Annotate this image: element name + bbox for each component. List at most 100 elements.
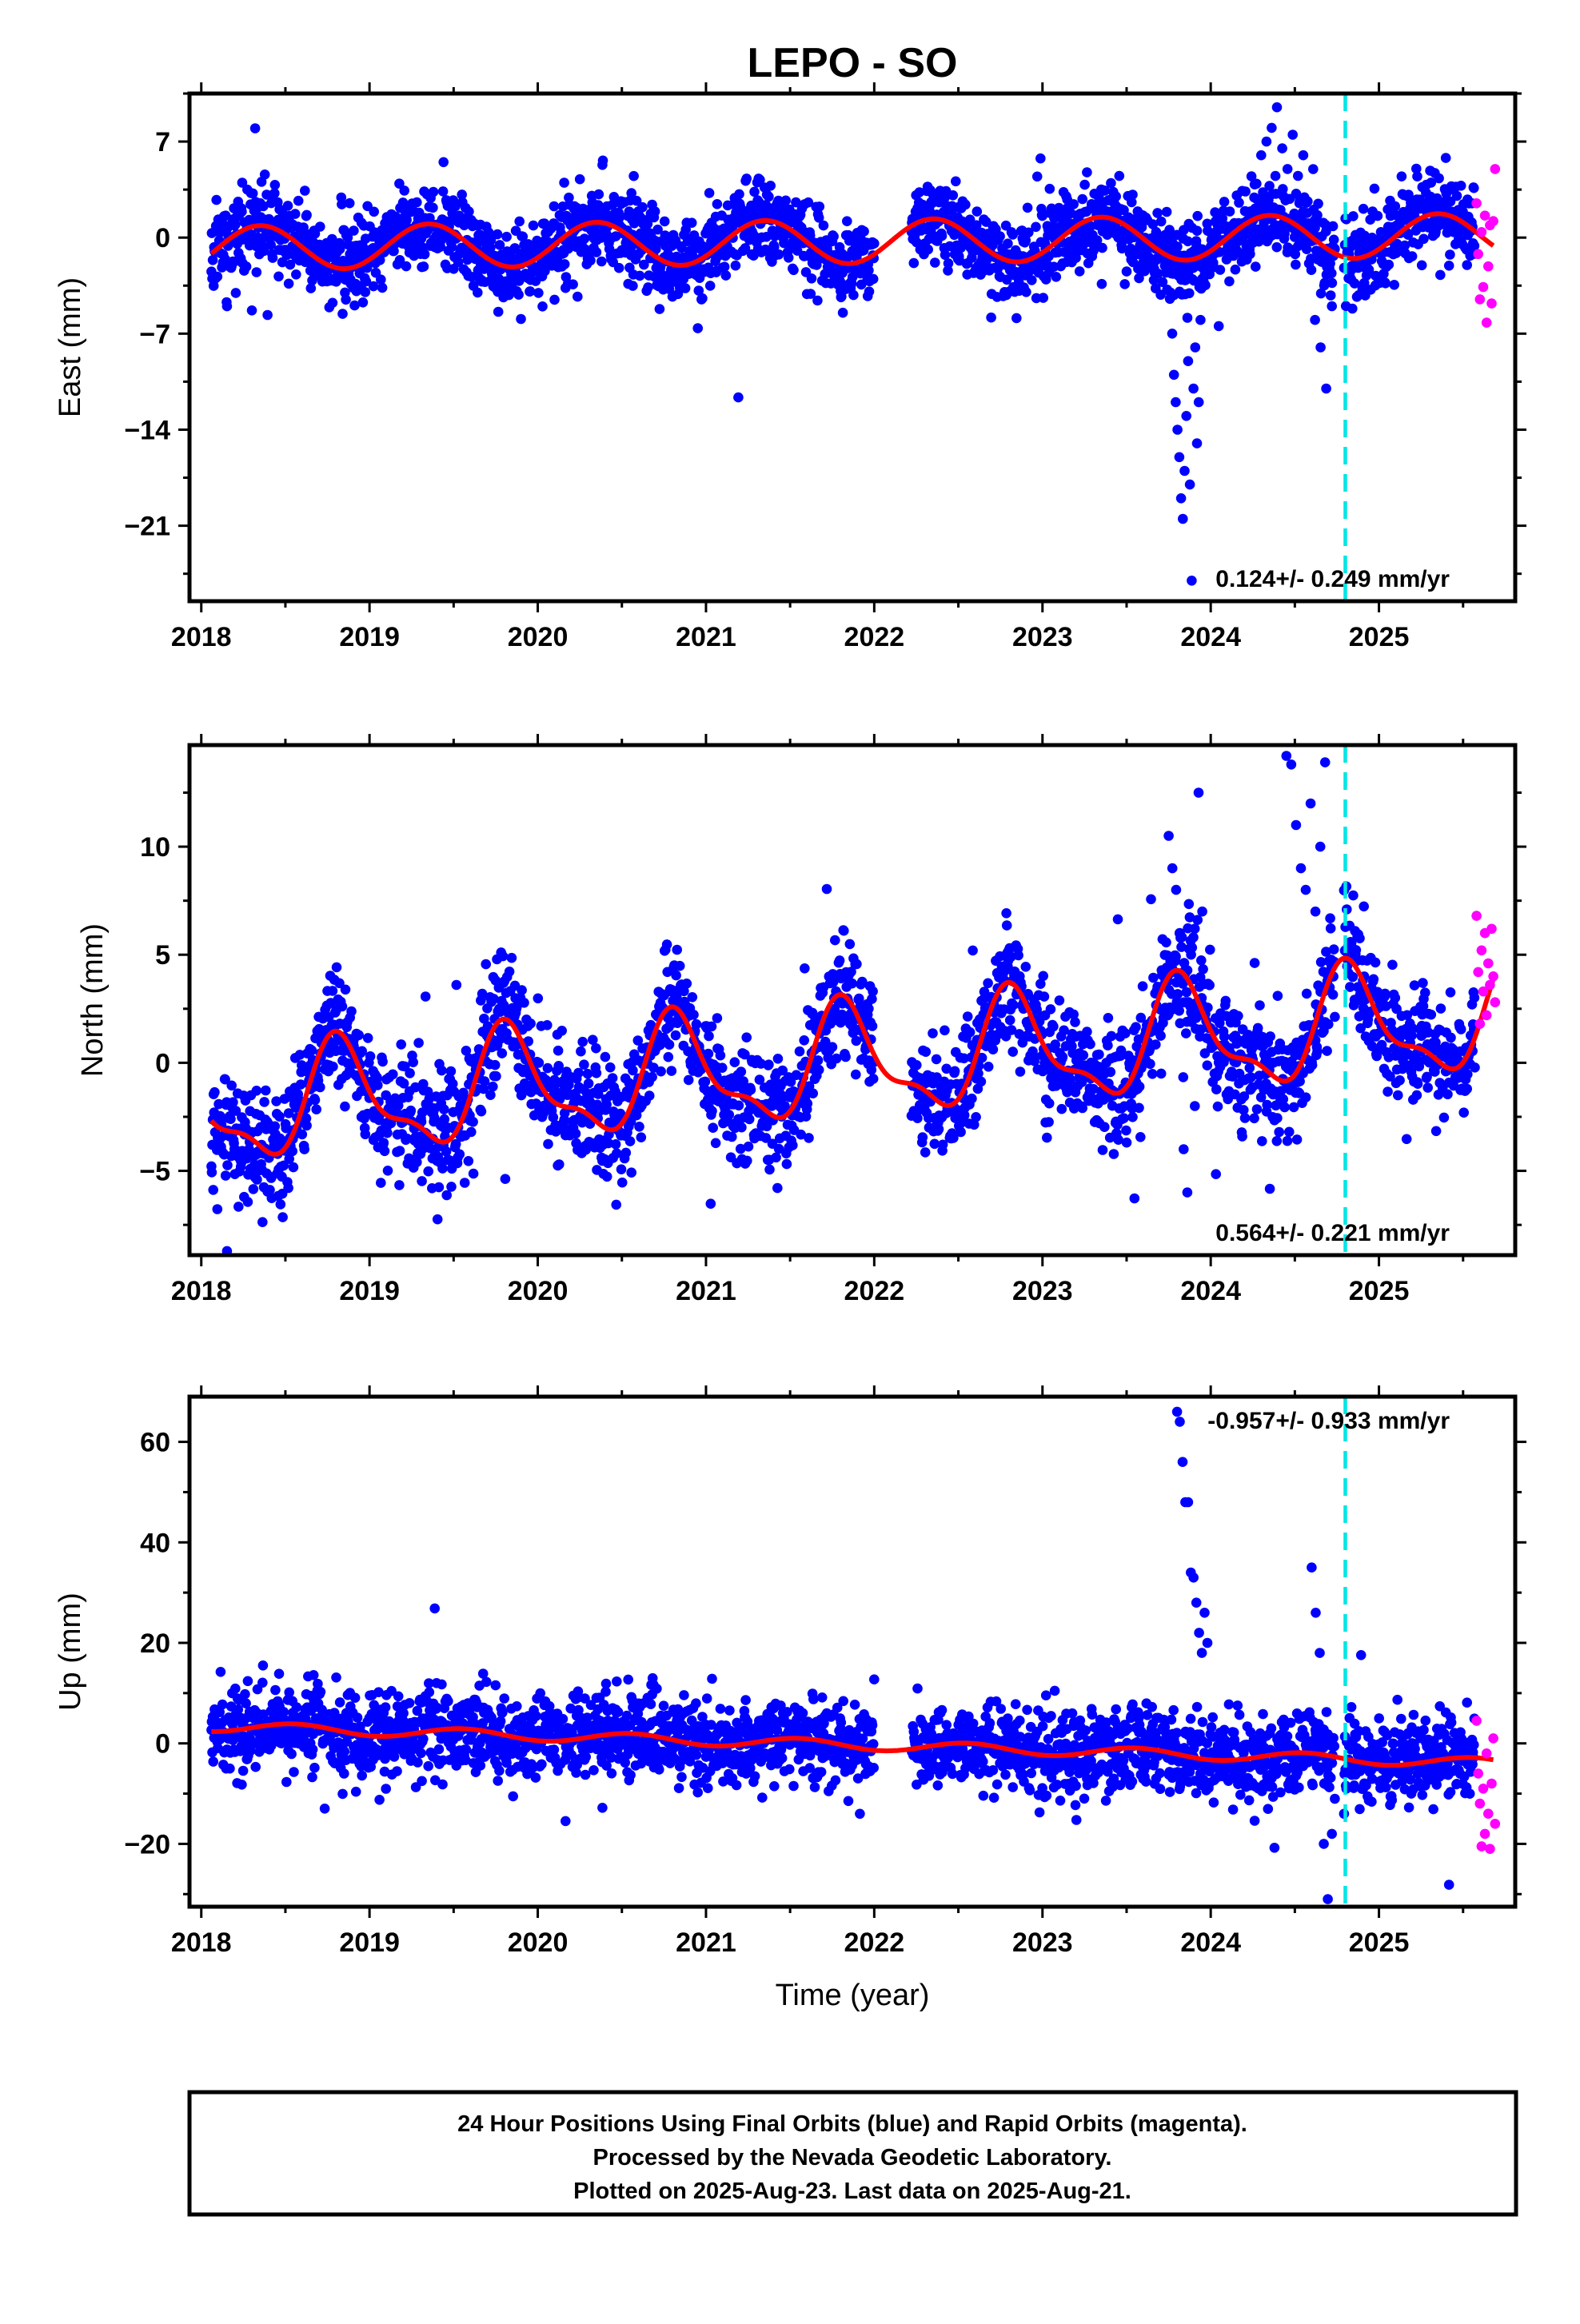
north-point: [373, 1080, 383, 1090]
north-point: [1302, 989, 1312, 999]
north-point: [1279, 1102, 1290, 1113]
north-point: [851, 1070, 861, 1080]
north-point: [664, 1039, 675, 1050]
north-point: [576, 1046, 586, 1057]
east-rapid-point: [1478, 282, 1489, 293]
north-point: [1122, 1138, 1132, 1148]
east-point: [741, 173, 752, 184]
north-point: [788, 1140, 798, 1150]
north-point: [1262, 1100, 1272, 1110]
north-point: [222, 1160, 233, 1170]
north-point: [1426, 1010, 1437, 1020]
east-point: [237, 206, 247, 217]
north-point: [301, 1121, 312, 1131]
east-point: [420, 249, 430, 260]
east-point: [270, 180, 281, 190]
north-point: [553, 1046, 564, 1056]
north-point: [252, 1174, 262, 1185]
east-point: [300, 185, 310, 196]
north-point: [724, 1110, 735, 1120]
north-rapid-point: [1488, 971, 1498, 982]
east-point: [614, 263, 624, 273]
north-point: [307, 1046, 317, 1056]
east-point: [241, 261, 252, 272]
east-point: [697, 293, 708, 304]
north-point: [406, 1106, 417, 1116]
east-point: [1082, 167, 1092, 177]
north-point: [583, 1069, 593, 1079]
north-point: [1462, 1084, 1472, 1094]
north-point: [671, 971, 681, 981]
north-rapid-point: [1475, 1018, 1486, 1029]
east-point: [687, 217, 697, 228]
east-point: [493, 307, 504, 317]
north-point: [1055, 995, 1065, 1006]
east-y-tick-label: 0: [155, 223, 170, 253]
north-point: [1013, 951, 1023, 961]
east-point: [1313, 199, 1323, 209]
north-point: [920, 1147, 931, 1158]
north-point: [1094, 1050, 1104, 1060]
north-point: [602, 1172, 612, 1182]
east-point: [838, 308, 848, 318]
east-point: [655, 304, 665, 314]
east-point: [273, 272, 284, 282]
east-point: [807, 273, 817, 284]
north-point: [1348, 891, 1359, 901]
north-point: [708, 1122, 718, 1133]
north-point: [1257, 1136, 1267, 1146]
east-y-tick-label: −14: [124, 415, 170, 445]
east-point: [995, 231, 1005, 241]
east-point: [501, 232, 512, 242]
east-point: [1234, 197, 1244, 208]
east-point: [428, 202, 438, 213]
north-point: [1127, 1112, 1138, 1122]
east-point: [731, 261, 741, 271]
north-x-tick-label: 2020: [508, 1276, 569, 1306]
east-point: [268, 253, 278, 263]
north-rapid-point: [1482, 1011, 1492, 1021]
north-point: [543, 1139, 553, 1150]
east-outlier-point: [1272, 102, 1283, 113]
north-point: [782, 1159, 792, 1170]
east-point: [944, 258, 954, 269]
north-point: [209, 1087, 220, 1098]
north-point: [965, 1027, 976, 1038]
north-point: [297, 1130, 308, 1140]
north-point: [405, 1068, 415, 1078]
north-point: [433, 1214, 443, 1225]
north-point: [434, 1182, 445, 1193]
east-point: [1079, 180, 1090, 190]
east-outlier-point: [1195, 315, 1206, 325]
north-point: [1325, 913, 1335, 923]
north-point: [1446, 1033, 1456, 1043]
north-point: [934, 1124, 944, 1134]
east-point: [345, 198, 355, 209]
north-point: [741, 1032, 752, 1042]
east-point: [252, 267, 262, 277]
east-point: [1445, 249, 1455, 260]
east-point: [575, 174, 585, 185]
north-point: [328, 1062, 338, 1072]
north-point: [571, 1129, 581, 1139]
north-point: [711, 1138, 721, 1149]
north-point: [1057, 1104, 1067, 1114]
north-point: [847, 979, 857, 989]
north-point: [1048, 1022, 1059, 1032]
north-point: [707, 1106, 717, 1117]
east-outlier-point: [1315, 342, 1326, 353]
east-outlier-point: [1163, 260, 1174, 270]
north-point: [455, 1150, 465, 1160]
north-point: [437, 1066, 447, 1076]
east-point: [328, 298, 338, 309]
north-point: [517, 985, 527, 995]
north-point: [852, 959, 862, 970]
east-point: [369, 207, 379, 217]
north-x-tick-label: 2024: [1180, 1276, 1241, 1306]
north-point: [1439, 1113, 1450, 1123]
north-point: [289, 1162, 299, 1173]
east-rapid-point: [1483, 261, 1494, 272]
east-point: [848, 290, 859, 301]
north-x-tick-label: 2019: [339, 1276, 400, 1306]
east-point: [628, 171, 639, 181]
